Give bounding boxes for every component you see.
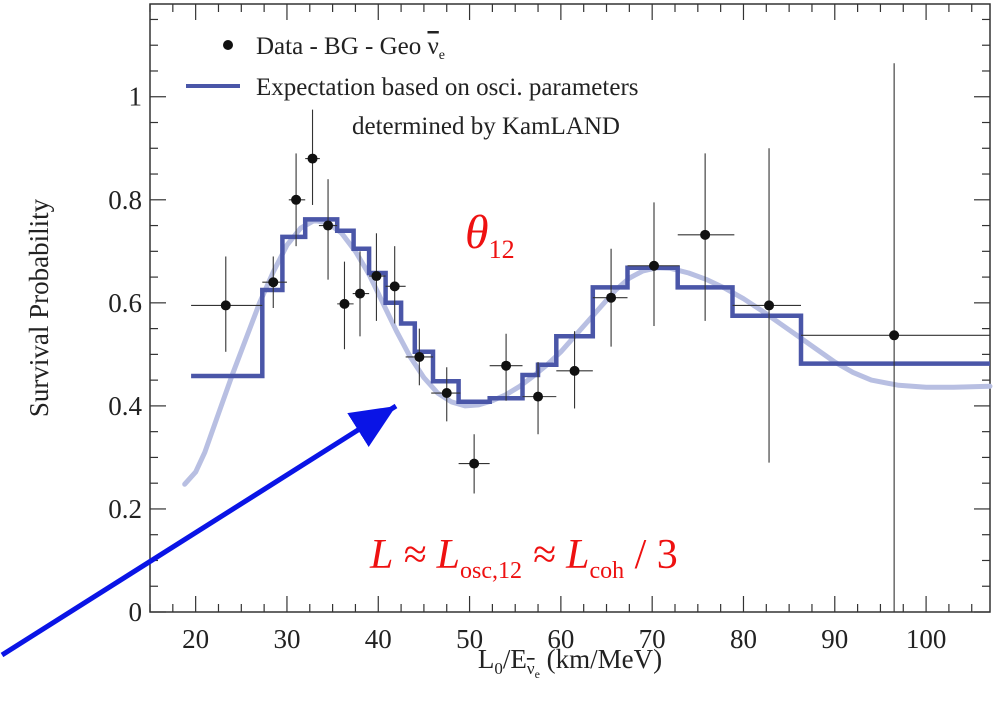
- x-axis-title-unit: (km/MeV): [540, 644, 662, 674]
- data-point: [307, 153, 318, 164]
- data-point: [323, 220, 334, 231]
- data-point-group: [305, 109, 320, 205]
- theta-subscript: 12: [489, 235, 515, 264]
- data-point: [339, 298, 350, 309]
- data-point-group: [592, 248, 628, 347]
- data-point-group: [556, 331, 593, 409]
- data-point: [414, 351, 425, 362]
- data-point-group: [677, 153, 735, 321]
- oscillation-length-formula: L ≈ Losc,12 ≈ Lcoh / 3: [369, 532, 678, 584]
- data-point: [355, 288, 365, 299]
- data-point-group: [732, 148, 801, 463]
- theta-annotation: θ12: [465, 206, 515, 264]
- x-tick-label: 80: [730, 624, 757, 654]
- data-point-group: [262, 256, 287, 308]
- x-tick-label: 60: [547, 624, 574, 654]
- legend-data-label-prefix: Data - BG - Geo: [256, 33, 427, 60]
- y-tick-label: 1: [129, 82, 143, 112]
- x-tick-label: 100: [906, 624, 947, 654]
- formula-part-2: ≈ L: [522, 532, 589, 578]
- y-tick-label: 0.6: [108, 288, 142, 318]
- expectation-smooth-layer: [182, 217, 993, 487]
- formula-sub-1: osc,12: [460, 558, 522, 584]
- data-point: [606, 292, 617, 303]
- formula-part-3: / 3: [624, 532, 678, 578]
- y-tick-label: 0.2: [108, 494, 142, 524]
- legend-data-label-nu: ν: [427, 33, 438, 60]
- data-point-group: [522, 362, 557, 435]
- data-point-group: [352, 251, 370, 337]
- legend-data-marker: [223, 40, 233, 50]
- x-axis-title-base-sub: 0: [494, 659, 503, 678]
- x-tick-label: 30: [273, 624, 300, 654]
- data-point: [371, 271, 382, 282]
- data-point-group: [385, 246, 406, 324]
- legend-line-label-2: determined by KamLAND: [352, 113, 620, 140]
- plot-frame: [149, 3, 991, 613]
- data-point-group: [431, 367, 461, 422]
- data-point: [268, 277, 279, 288]
- data-point: [700, 229, 711, 240]
- legend-data-label: Data - BG - Geo νe: [256, 33, 445, 63]
- data-point-group: [627, 202, 680, 327]
- expectation-step-layer: [191, 217, 990, 405]
- pointer-arrow: [0, 403, 398, 658]
- data-point: [501, 360, 512, 371]
- data-point-group: [318, 179, 338, 280]
- y-tick-label: 0.8: [108, 185, 142, 215]
- data-point-group: [337, 261, 354, 350]
- data-point-group: [369, 233, 386, 321]
- x-axis-title-nu: ν: [527, 659, 535, 678]
- axis-tick-labels: 20 30 40 50 60 70 80 90 100 0 0.2 0.4 0.6 0.8 1: [108, 82, 946, 654]
- legend: Data - BG - Geo νe Expectation based on …: [186, 33, 639, 140]
- data-point-group: [405, 328, 434, 386]
- data-point-group: [489, 333, 523, 401]
- data-point: [469, 458, 480, 469]
- x-axis-title-nu-sub: e: [535, 667, 540, 681]
- data-point: [764, 300, 775, 311]
- data-point: [220, 300, 231, 311]
- expectation-step-histogram: [191, 217, 990, 405]
- x-tick-label: 90: [821, 624, 848, 654]
- data-point: [889, 330, 900, 341]
- data-point-group: [458, 434, 490, 494]
- x-tick-label: 70: [639, 624, 666, 654]
- data-point: [389, 281, 400, 292]
- theta-symbol: θ: [465, 206, 489, 259]
- x-axis-title-base: L: [478, 644, 495, 674]
- y-tick-label: 0.4: [108, 391, 142, 421]
- y-axis-title: Survival Probability: [24, 198, 54, 417]
- data-point-group: [801, 63, 990, 612]
- data-point-group: [191, 256, 263, 352]
- formula-sub-2: coh: [589, 558, 624, 584]
- data-point: [569, 365, 580, 376]
- legend-data-label-nu-sub: e: [439, 48, 445, 63]
- y-tick-label: 0: [129, 597, 143, 627]
- x-tick-label: 20: [182, 624, 209, 654]
- data-point: [533, 391, 544, 402]
- x-tick-label: 50: [456, 624, 483, 654]
- x-axis-title: L0/Eνe (km/MeV): [478, 644, 662, 681]
- x-tick-label: 40: [365, 624, 392, 654]
- data-point-group: [288, 153, 306, 247]
- data-point: [291, 194, 302, 205]
- axis-ticks: [149, 4, 990, 613]
- data-points-layer: [191, 63, 990, 612]
- data-point: [649, 260, 659, 271]
- formula-part-1: L ≈ L: [369, 532, 460, 578]
- expectation-smooth-curve: [182, 217, 993, 487]
- data-point: [441, 388, 452, 399]
- legend-line-label-1: Expectation based on osci. parameters: [256, 74, 639, 101]
- x-axis-title-slash: /E: [503, 644, 527, 674]
